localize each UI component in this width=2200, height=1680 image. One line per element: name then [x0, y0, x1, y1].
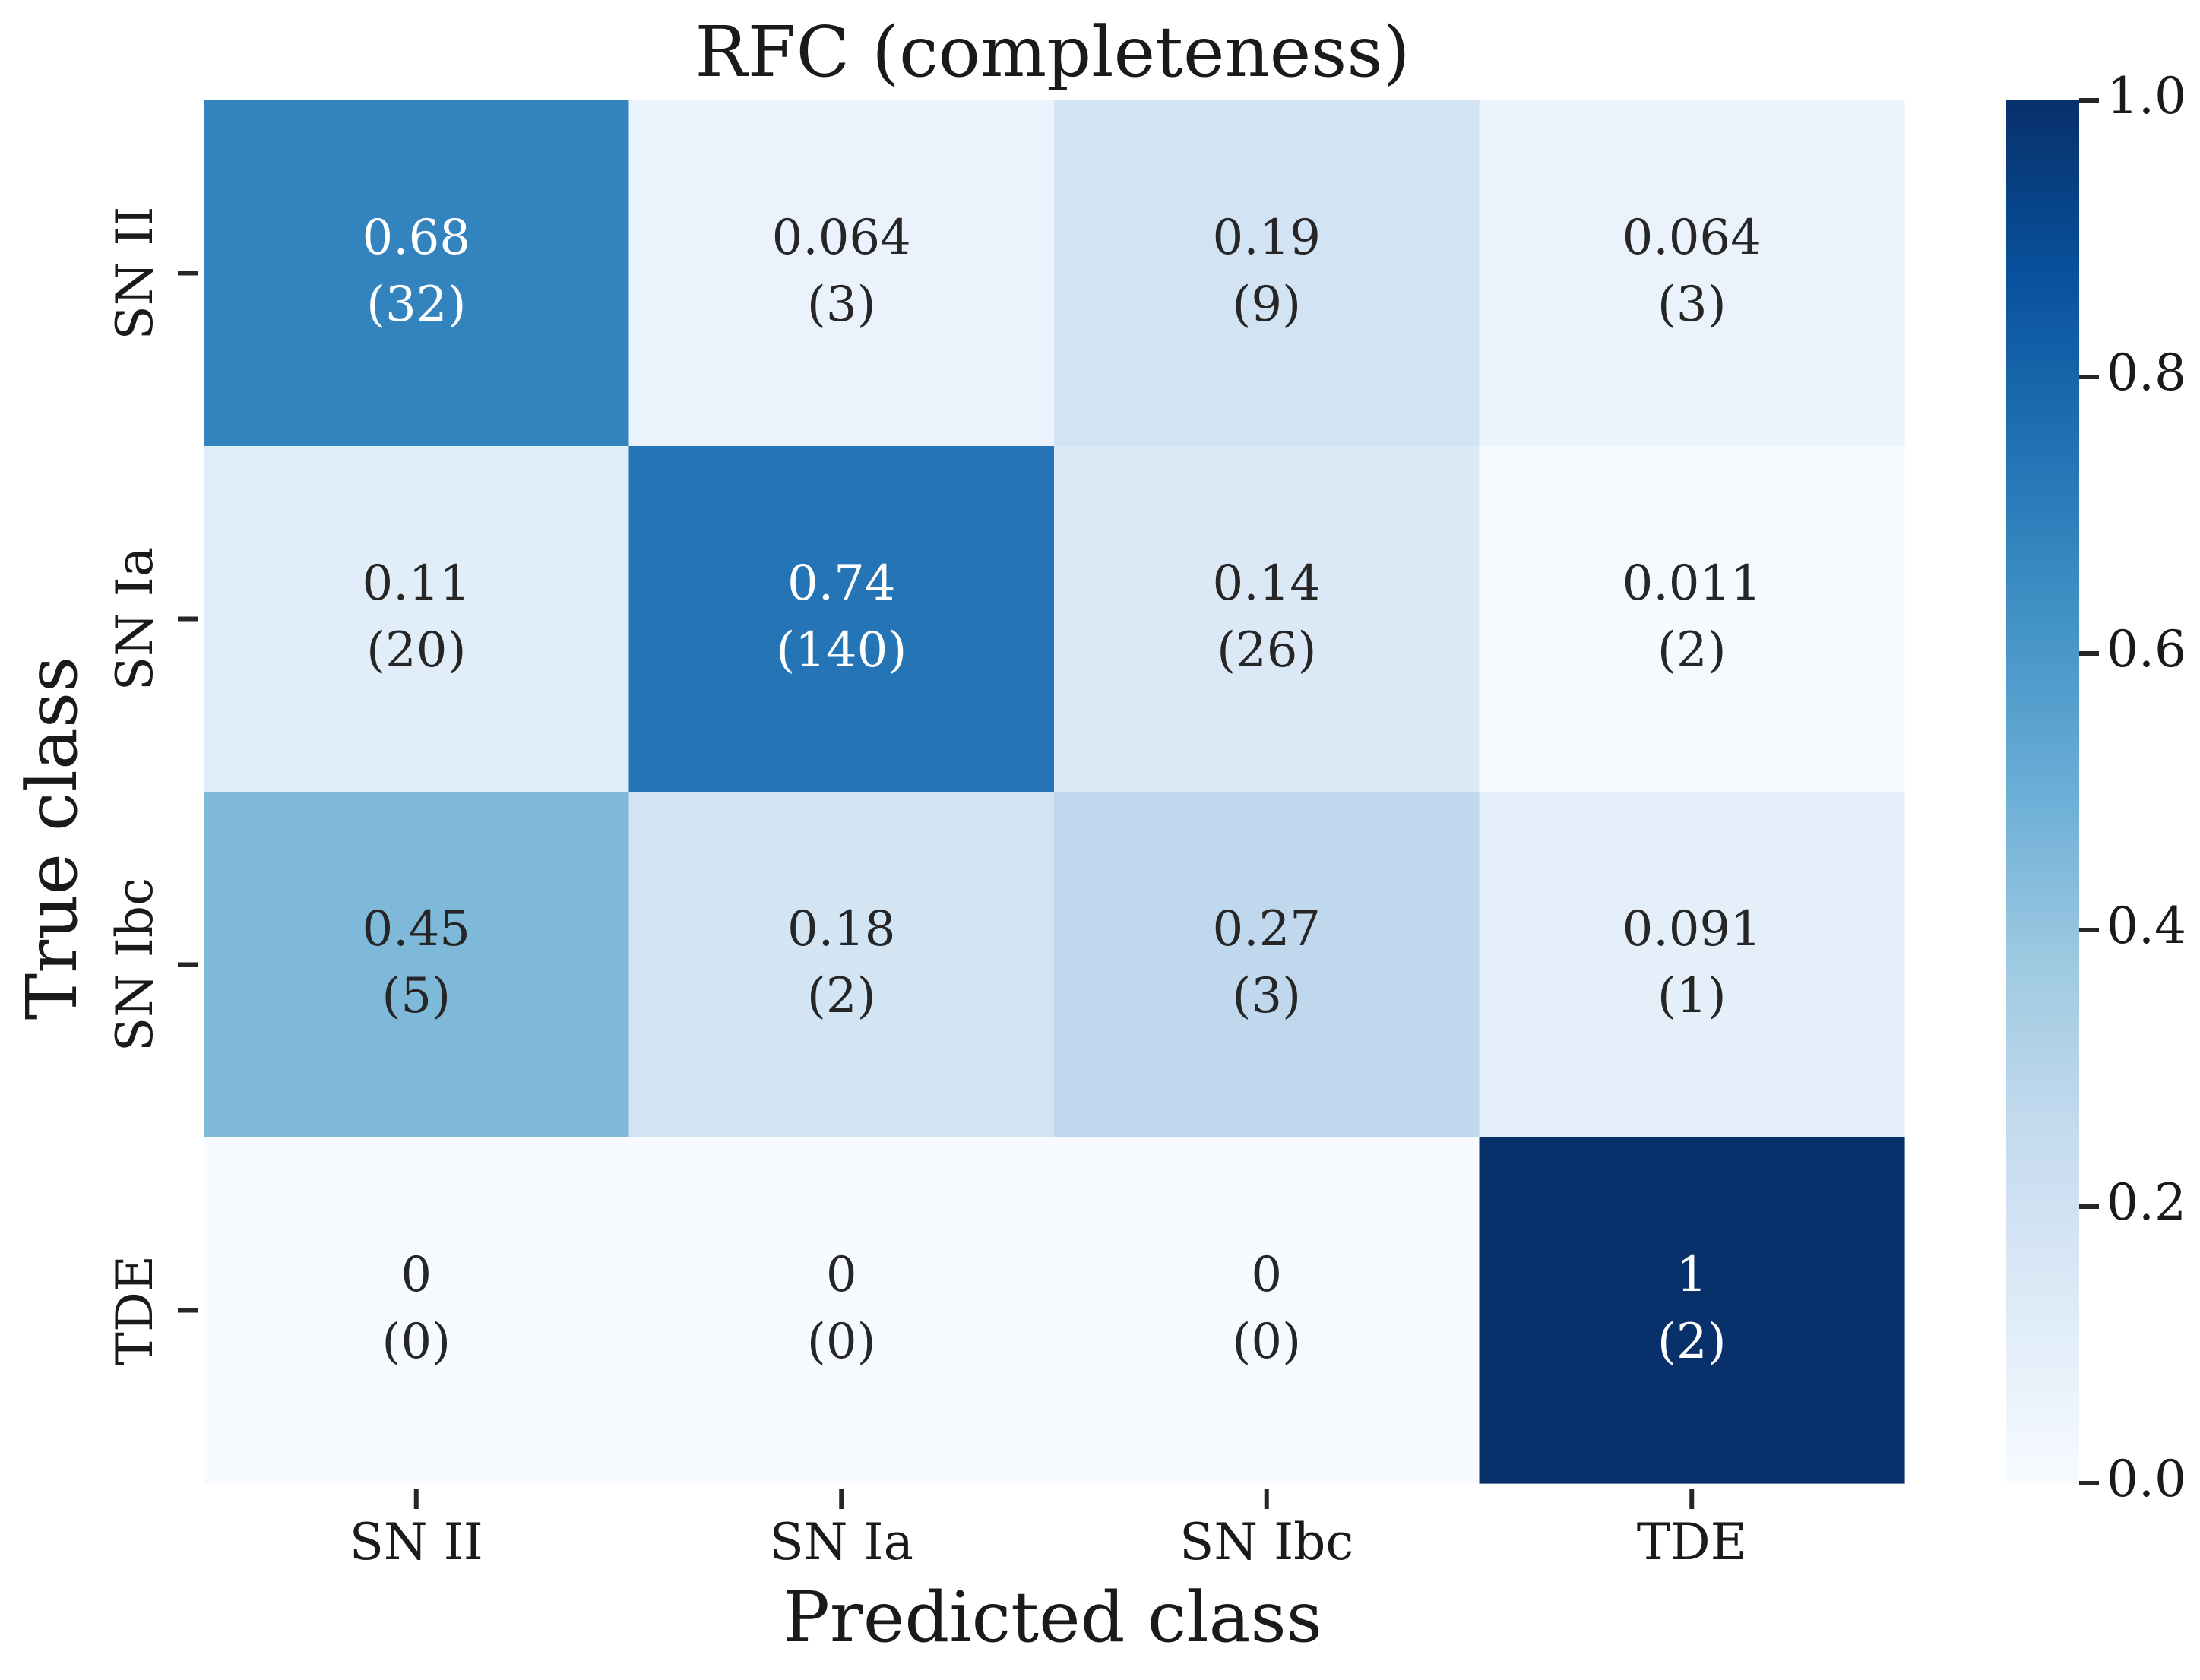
cell-value-label-2-2: 0.27 [1213, 901, 1322, 957]
cell-value-label-1-0: 0.11 [362, 555, 471, 612]
x-tick-label-1: SN Ia [770, 1513, 913, 1571]
colorbar-tick-label-2: 0.4 [2107, 897, 2186, 955]
cell-1-0 [204, 446, 630, 793]
cell-value-label-1-1: 0.74 [787, 555, 896, 612]
cell-3-2 [1054, 1137, 1480, 1484]
cell-count-label-1-0: (20) [366, 622, 466, 679]
cell-3-1 [628, 1137, 1055, 1484]
colorbar-gradient [2006, 100, 2079, 1483]
cell-count-label-0-1: (3) [807, 277, 876, 333]
y-axis-ticks: SN II SN Ia SN Ibc TDE [106, 206, 198, 1365]
cell-value-label-1-2: 0.14 [1213, 555, 1322, 612]
cell-value-label-3-2: 0 [1251, 1247, 1282, 1303]
colorbar-tick-label-1: 0.2 [2107, 1173, 2186, 1232]
cell-value-label-2-0: 0.45 [362, 901, 471, 957]
y-tick-label-3: TDE [106, 1255, 164, 1365]
cell-value-label-0-2: 0.19 [1213, 210, 1322, 266]
colorbar-tick-label-3: 0.6 [2107, 620, 2186, 679]
y-tick-label-0: SN II [106, 206, 164, 340]
cell-1-2 [1054, 446, 1480, 793]
x-tick-label-3: TDE [1637, 1513, 1747, 1571]
cell-count-label-1-2: (26) [1217, 622, 1316, 679]
cell-3-3 [1479, 1137, 1905, 1484]
cell-2-1 [628, 792, 1055, 1138]
cell-count-label-0-2: (9) [1232, 277, 1301, 333]
cell-count-label-0-3: (3) [1657, 277, 1727, 333]
colorbar-tick-label-0: 0.0 [2107, 1450, 2186, 1508]
y-tick-label-1: SN Ia [106, 547, 164, 691]
x-axis-ticks: SN II SN Ia SN Ibc TDE [350, 1489, 1747, 1571]
cell-0-3 [1479, 100, 1905, 447]
cell-value-label-3-1: 0 [826, 1247, 857, 1303]
y-tick-label-2: SN Ibc [106, 878, 164, 1052]
cell-count-label-1-1: (140) [776, 622, 907, 679]
chart-title: RFC (completeness) [695, 11, 1410, 93]
cell-value-label-2-1: 0.18 [787, 901, 896, 957]
colorbar: 0.0 0.2 0.4 0.6 0.8 1.0 [2006, 67, 2186, 1508]
cell-value-label-0-1: 0.064 [772, 210, 911, 266]
colorbar-tick-label-4: 0.8 [2107, 343, 2186, 402]
cell-value-label-0-3: 0.064 [1622, 210, 1762, 266]
cell-value-label-0-0: 0.68 [362, 210, 471, 266]
cell-count-label-2-3: (1) [1657, 968, 1727, 1024]
cell-count-label-2-2: (3) [1232, 968, 1301, 1024]
cell-2-3 [1479, 792, 1905, 1138]
cell-count-label-3-2: (0) [1232, 1314, 1301, 1370]
cell-3-0 [204, 1137, 630, 1484]
x-tick-label-2: SN Ibc [1179, 1513, 1353, 1571]
cell-value-label-1-3: 0.011 [1622, 555, 1762, 612]
cell-0-2 [1054, 100, 1480, 447]
cell-count-label-1-3: (2) [1657, 622, 1727, 679]
cell-count-label-0-0: (32) [366, 277, 466, 333]
cell-2-2 [1054, 792, 1480, 1138]
cell-1-3 [1479, 446, 1905, 793]
cell-count-label-3-1: (0) [807, 1314, 876, 1370]
cell-count-label-2-1: (2) [807, 968, 876, 1024]
x-axis-label: Predicted class [783, 1577, 1322, 1658]
heatmap-cells: 0.68 (32) 0.064 (3) 0.19 (9) 0.064 (3) 0.11 (20) 0… [204, 100, 1905, 1484]
cell-count-label-3-0: (0) [381, 1314, 451, 1370]
x-tick-label-0: SN II [350, 1513, 483, 1571]
cell-count-label-3-3: (2) [1657, 1314, 1727, 1370]
cell-0-1 [628, 100, 1055, 447]
colorbar-tick-label-5: 1.0 [2107, 67, 2186, 125]
cell-count-label-2-0: (5) [381, 968, 451, 1024]
cell-value-label-3-3: 1 [1676, 1247, 1708, 1303]
cell-1-1 [628, 446, 1055, 793]
cell-0-0 [204, 100, 630, 447]
cell-value-label-2-3: 0.091 [1622, 901, 1762, 957]
y-axis-label: True class [11, 656, 93, 1020]
cell-2-0 [204, 792, 630, 1138]
cell-value-label-3-0: 0 [400, 1247, 432, 1303]
